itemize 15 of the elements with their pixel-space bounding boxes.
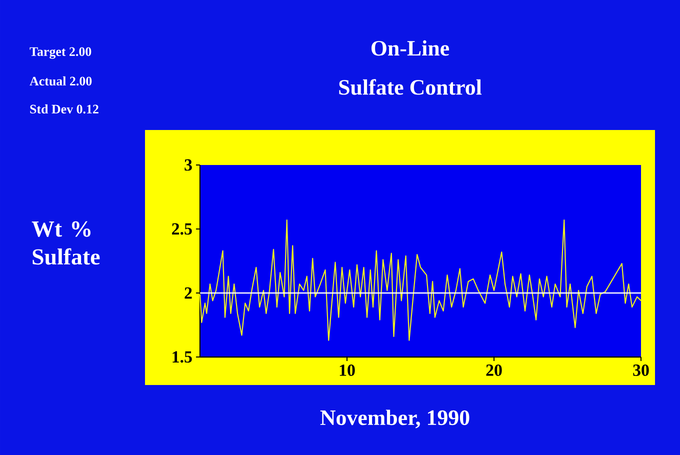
line-series [199, 219, 642, 341]
y-tick-label: 3 [184, 159, 192, 171]
chart-title: On-Line [372, 40, 450, 56]
x-tick-label: 30 [633, 364, 649, 376]
y-tick-label: 1.5 [172, 351, 192, 363]
y-tick-label: 2.5 [172, 223, 192, 235]
text: Target 2.00 [30, 47, 92, 59]
text: Std Dev 0.12 [30, 104, 98, 114]
x-tick-label: 20 [486, 364, 502, 376]
x-axis-title: November, 1990 [320, 410, 470, 428]
y-tick-label: 2 [184, 287, 192, 299]
x-tick-label: 10 [340, 364, 355, 376]
chart-subtitle: Sulfate Control [339, 79, 482, 95]
text: Actual 2.00 [30, 76, 92, 86]
y-axis-title: Wt % Sulfate [32, 221, 100, 265]
